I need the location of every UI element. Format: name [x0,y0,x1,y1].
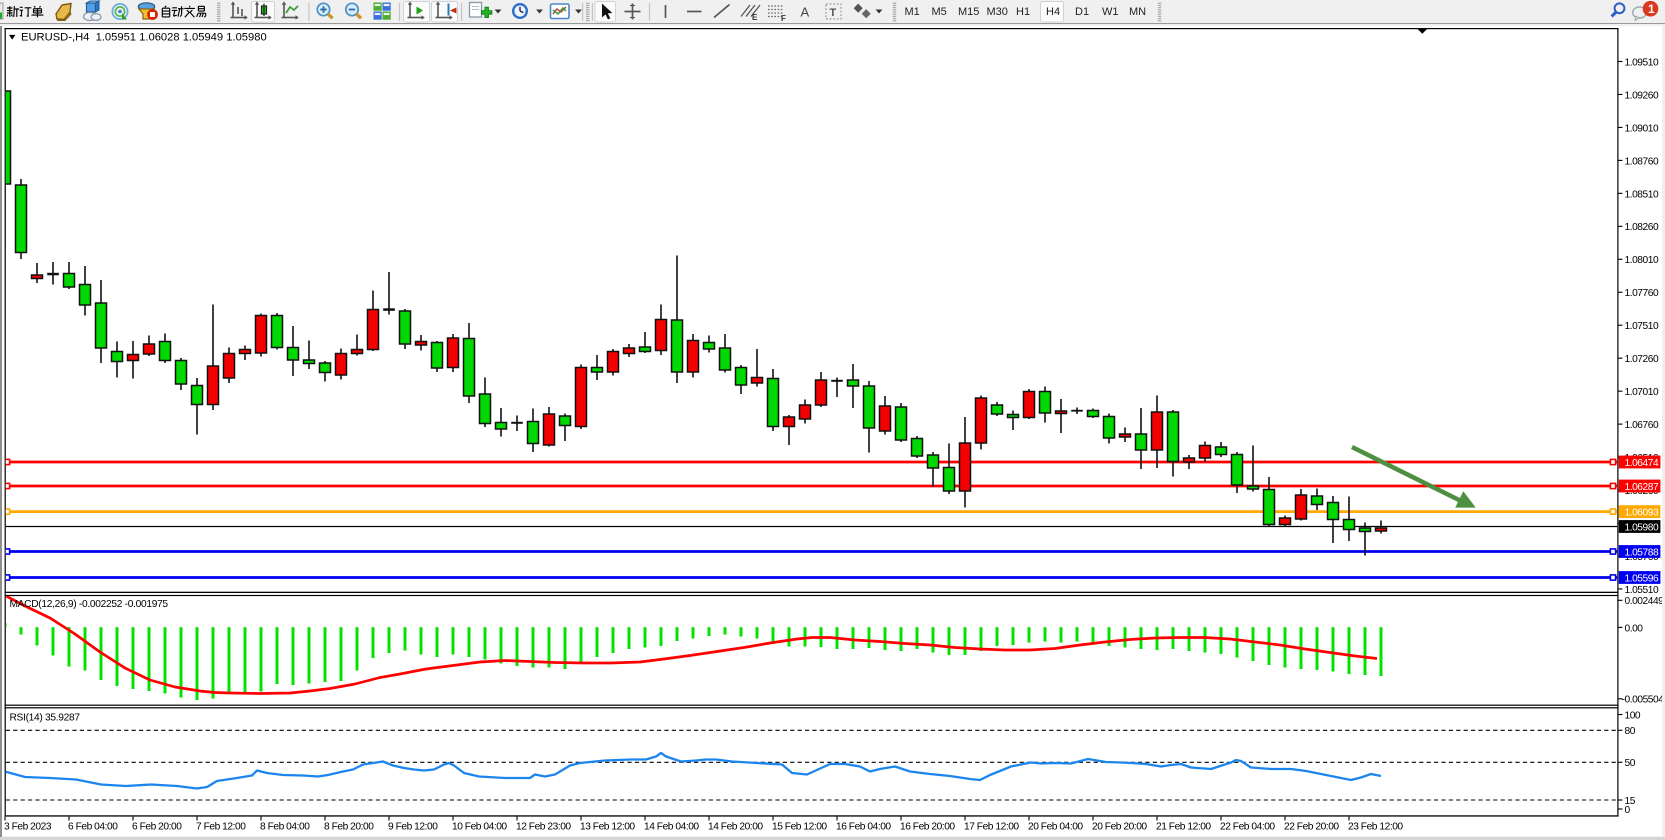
svg-text:23 Feb 12:00: 23 Feb 12:00 [1348,822,1403,833]
svg-text:1.05596: 1.05596 [1625,573,1659,584]
svg-text:1.09010: 1.09010 [1625,123,1659,134]
svg-text:1.07260: 1.07260 [1625,354,1659,365]
svg-text:16 Feb 20:00: 16 Feb 20:00 [900,822,955,833]
svg-text:16 Feb 04:00: 16 Feb 04:00 [836,822,891,833]
svg-text:A: A [801,5,810,20]
svg-text:10 Feb 04:00: 10 Feb 04:00 [452,822,507,833]
svg-text:15: 15 [1625,796,1636,807]
svg-text:1.07510: 1.07510 [1625,321,1659,332]
svg-text:1.06093: 1.06093 [1625,508,1659,519]
svg-text:21 Feb 12:00: 21 Feb 12:00 [1156,822,1211,833]
svg-text:1.08760: 1.08760 [1625,156,1659,167]
svg-text:EURUSD-,H4 1.05951 1.06028 1.: EURUSD-,H4 1.05951 1.06028 1.05949 1.059… [21,32,267,44]
svg-text:1.05980: 1.05980 [1625,522,1659,533]
svg-text:14 Feb 04:00: 14 Feb 04:00 [644,822,699,833]
svg-text:50: 50 [1625,758,1636,769]
svg-text:15 Feb 12:00: 15 Feb 12:00 [772,822,827,833]
svg-text:22 Feb 04:00: 22 Feb 04:00 [1220,822,1275,833]
svg-text:6 Feb 04:00: 6 Feb 04:00 [68,822,118,833]
svg-text:17 Feb 12:00: 17 Feb 12:00 [964,822,1019,833]
svg-text:1.07760: 1.07760 [1625,288,1659,299]
svg-text:80: 80 [1625,726,1636,737]
svg-text:1.08510: 1.08510 [1625,189,1659,200]
svg-text:T: T [830,7,837,19]
svg-text:1.05510: 1.05510 [1625,585,1659,596]
svg-text:1.06760: 1.06760 [1625,420,1659,431]
svg-text:1.08260: 1.08260 [1625,222,1659,233]
svg-text:1.06474: 1.06474 [1625,458,1659,469]
svg-text:MACD(12,26,9) -0.002252 -0.001: MACD(12,26,9) -0.002252 -0.001975 [10,599,169,610]
svg-text:-0.005504: -0.005504 [1622,695,1665,706]
svg-text:12 Feb 23:00: 12 Feb 23:00 [516,822,571,833]
svg-text:1: 1 [1648,2,1655,16]
svg-text:0: 0 [1625,805,1631,816]
svg-text:0.002449: 0.002449 [1625,596,1665,607]
svg-text:1.07010: 1.07010 [1625,387,1659,398]
svg-text:22 Feb 20:00: 22 Feb 20:00 [1284,822,1339,833]
svg-text:9 Feb 12:00: 9 Feb 12:00 [388,822,438,833]
svg-text:13 Feb 12:00: 13 Feb 12:00 [580,822,635,833]
svg-text:100: 100 [1625,710,1641,721]
svg-text:7 Feb 12:00: 7 Feb 12:00 [196,822,246,833]
svg-text:1.06287: 1.06287 [1625,482,1659,493]
svg-text:6 Feb 20:00: 6 Feb 20:00 [132,822,182,833]
svg-text:F: F [781,14,786,23]
svg-text:1.09260: 1.09260 [1625,90,1659,101]
svg-text:3 Feb 2023: 3 Feb 2023 [4,822,52,833]
svg-text:1.05788: 1.05788 [1625,547,1659,558]
svg-text:RSI(14) 35.9287: RSI(14) 35.9287 [10,712,81,723]
svg-text:1.08010: 1.08010 [1625,255,1659,266]
svg-text:20 Feb 04:00: 20 Feb 04:00 [1028,822,1083,833]
svg-text:8 Feb 20:00: 8 Feb 20:00 [324,822,374,833]
svg-text:20 Feb 20:00: 20 Feb 20:00 [1092,822,1147,833]
svg-text:0.00: 0.00 [1625,623,1644,634]
svg-text:8 Feb 04:00: 8 Feb 04:00 [260,822,310,833]
svg-text:14 Feb 20:00: 14 Feb 20:00 [708,822,763,833]
svg-text:1.09510: 1.09510 [1625,57,1659,68]
svg-text:E: E [752,13,758,22]
